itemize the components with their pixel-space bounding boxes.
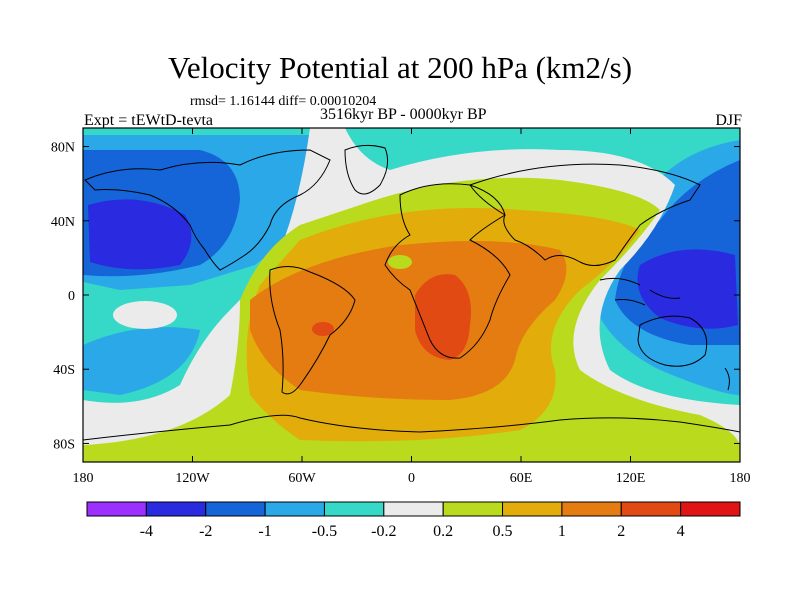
maritime-islands-coast (599, 277, 681, 306)
x-tick-label: 180 (730, 471, 751, 486)
y-tick-label: 40N (51, 215, 75, 230)
coastlines (83, 144, 740, 441)
season-label: DJF (715, 112, 742, 129)
y-tick-label: 80S (53, 437, 75, 452)
y-tick-label: 0 (68, 289, 75, 304)
field-level-1-region (250, 241, 567, 400)
australia-coast (637, 315, 708, 367)
colorbar-box (680, 501, 741, 517)
colorbar-label: 2 (617, 523, 625, 540)
experiment-label: Expt = tEWtD-tevta (84, 112, 213, 129)
colorbar-box (620, 501, 682, 517)
x-tick-label: 60E (510, 471, 533, 486)
new-zealand-coast (724, 367, 730, 391)
colorbar (86, 501, 741, 517)
field-level-neg-4-maritime (637, 249, 738, 329)
field-level-2-south-america (312, 322, 334, 336)
period-label: 3516kyr BP - 0000kyr BP (320, 106, 487, 123)
x-tick-label: 0 (408, 471, 415, 486)
colorbar-box (145, 501, 207, 517)
stats-text: rmsd= 1.16144 diff= 0.00010204 (190, 94, 377, 109)
colorbar-box (383, 501, 444, 517)
colorbar-label: -0.2 (371, 523, 396, 540)
field-level-neg-1-south-pacific (83, 327, 200, 395)
antarctica-coast (83, 414, 740, 441)
colorbar-box (502, 501, 563, 517)
field-level-0-south-pacific-blob (113, 301, 177, 329)
y-axis-labels: 80N 40N 0 40S 80S (51, 141, 75, 453)
colorbar-box (86, 501, 147, 517)
axis-ticks (82, 128, 741, 462)
colorbar-box (561, 501, 622, 517)
colorbar-label: -2 (199, 523, 212, 540)
colorbar-label: -1 (258, 523, 271, 540)
x-tick-label: 120W (175, 471, 210, 486)
x-tick-label: 180 (73, 471, 94, 486)
colorbar-box (323, 501, 385, 517)
greenland-coast (344, 144, 389, 195)
colorbar-label: -0.5 (312, 523, 337, 540)
colorbar-box (264, 501, 325, 517)
colorbar-label: 0.5 (493, 523, 513, 540)
south-america-coast (269, 266, 356, 395)
field-level-neg-4-north-pacific (88, 199, 192, 270)
asia-coast (469, 163, 701, 266)
colorbar-box (442, 501, 504, 517)
x-tick-label: 120E (616, 471, 646, 486)
north-america-coast (84, 149, 331, 271)
chart-title: Velocity Potential at 200 hPa (km2/s) (167, 50, 633, 85)
x-axis-labels: 180 120W 60W 0 60E 120E 180 (73, 471, 751, 486)
europe-africa-coast (384, 183, 511, 359)
y-tick-label: 40S (53, 363, 75, 378)
field-level-0.2-blob (388, 255, 412, 269)
colorbar-label: 1 (558, 523, 566, 540)
colorbar-label: 0.2 (433, 523, 453, 540)
contour-field (83, 128, 740, 462)
field-level-2-africa (415, 274, 471, 360)
colorbar-label: -4 (140, 523, 153, 540)
x-tick-label: 60W (288, 471, 316, 486)
colorbar-box (205, 501, 266, 517)
colorbar-label: 4 (677, 523, 685, 540)
y-tick-label: 80N (51, 141, 75, 156)
colorbar-labels: -4 -2 -1 -0.5 -0.2 0.2 0.5 1 2 4 (140, 523, 685, 540)
